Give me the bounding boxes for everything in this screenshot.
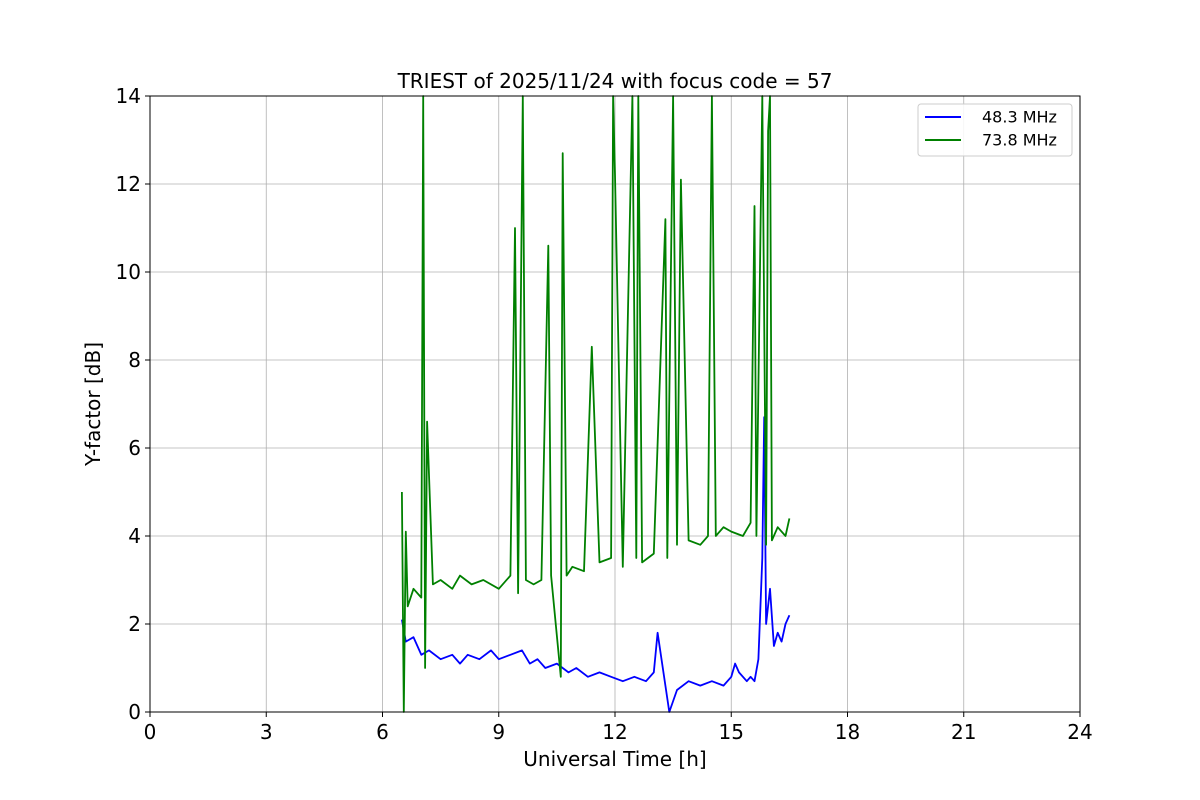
y-axis-label: Y-factor [dB] xyxy=(81,342,105,467)
y-tick-label: 10 xyxy=(116,260,141,284)
y-tick-label: 14 xyxy=(116,84,141,108)
x-tick-label: 21 xyxy=(951,720,976,744)
y-tick-label: 0 xyxy=(128,700,141,724)
x-tick-label: 12 xyxy=(602,720,627,744)
series-line-73mhz xyxy=(401,95,791,713)
series-layer xyxy=(401,95,791,713)
y-tick-label: 6 xyxy=(128,436,141,460)
x-tick-label: 9 xyxy=(492,720,505,744)
x-tick-label: 15 xyxy=(719,720,744,744)
legend-label-73mhz: 73.8 MHz xyxy=(982,131,1057,150)
chart-title: TRIEST of 2025/11/24 with focus code = 5… xyxy=(397,69,833,93)
x-tick-label: 18 xyxy=(835,720,860,744)
y-tick-label: 8 xyxy=(128,348,141,372)
x-tick-label: 0 xyxy=(144,720,157,744)
y-tick-label: 4 xyxy=(128,524,141,548)
series-line-48mhz xyxy=(401,416,791,713)
legend-label-48mhz: 48.3 MHz xyxy=(982,108,1057,127)
x-axis-label: Universal Time [h] xyxy=(523,747,706,771)
x-tick-label: 24 xyxy=(1067,720,1092,744)
x-tick-label: 3 xyxy=(260,720,273,744)
y-tick-label: 12 xyxy=(116,172,141,196)
legend: 48.3 MHz 73.8 MHz xyxy=(917,103,1073,157)
x-tick-label: 6 xyxy=(376,720,389,744)
y-tick-label: 2 xyxy=(128,612,141,636)
